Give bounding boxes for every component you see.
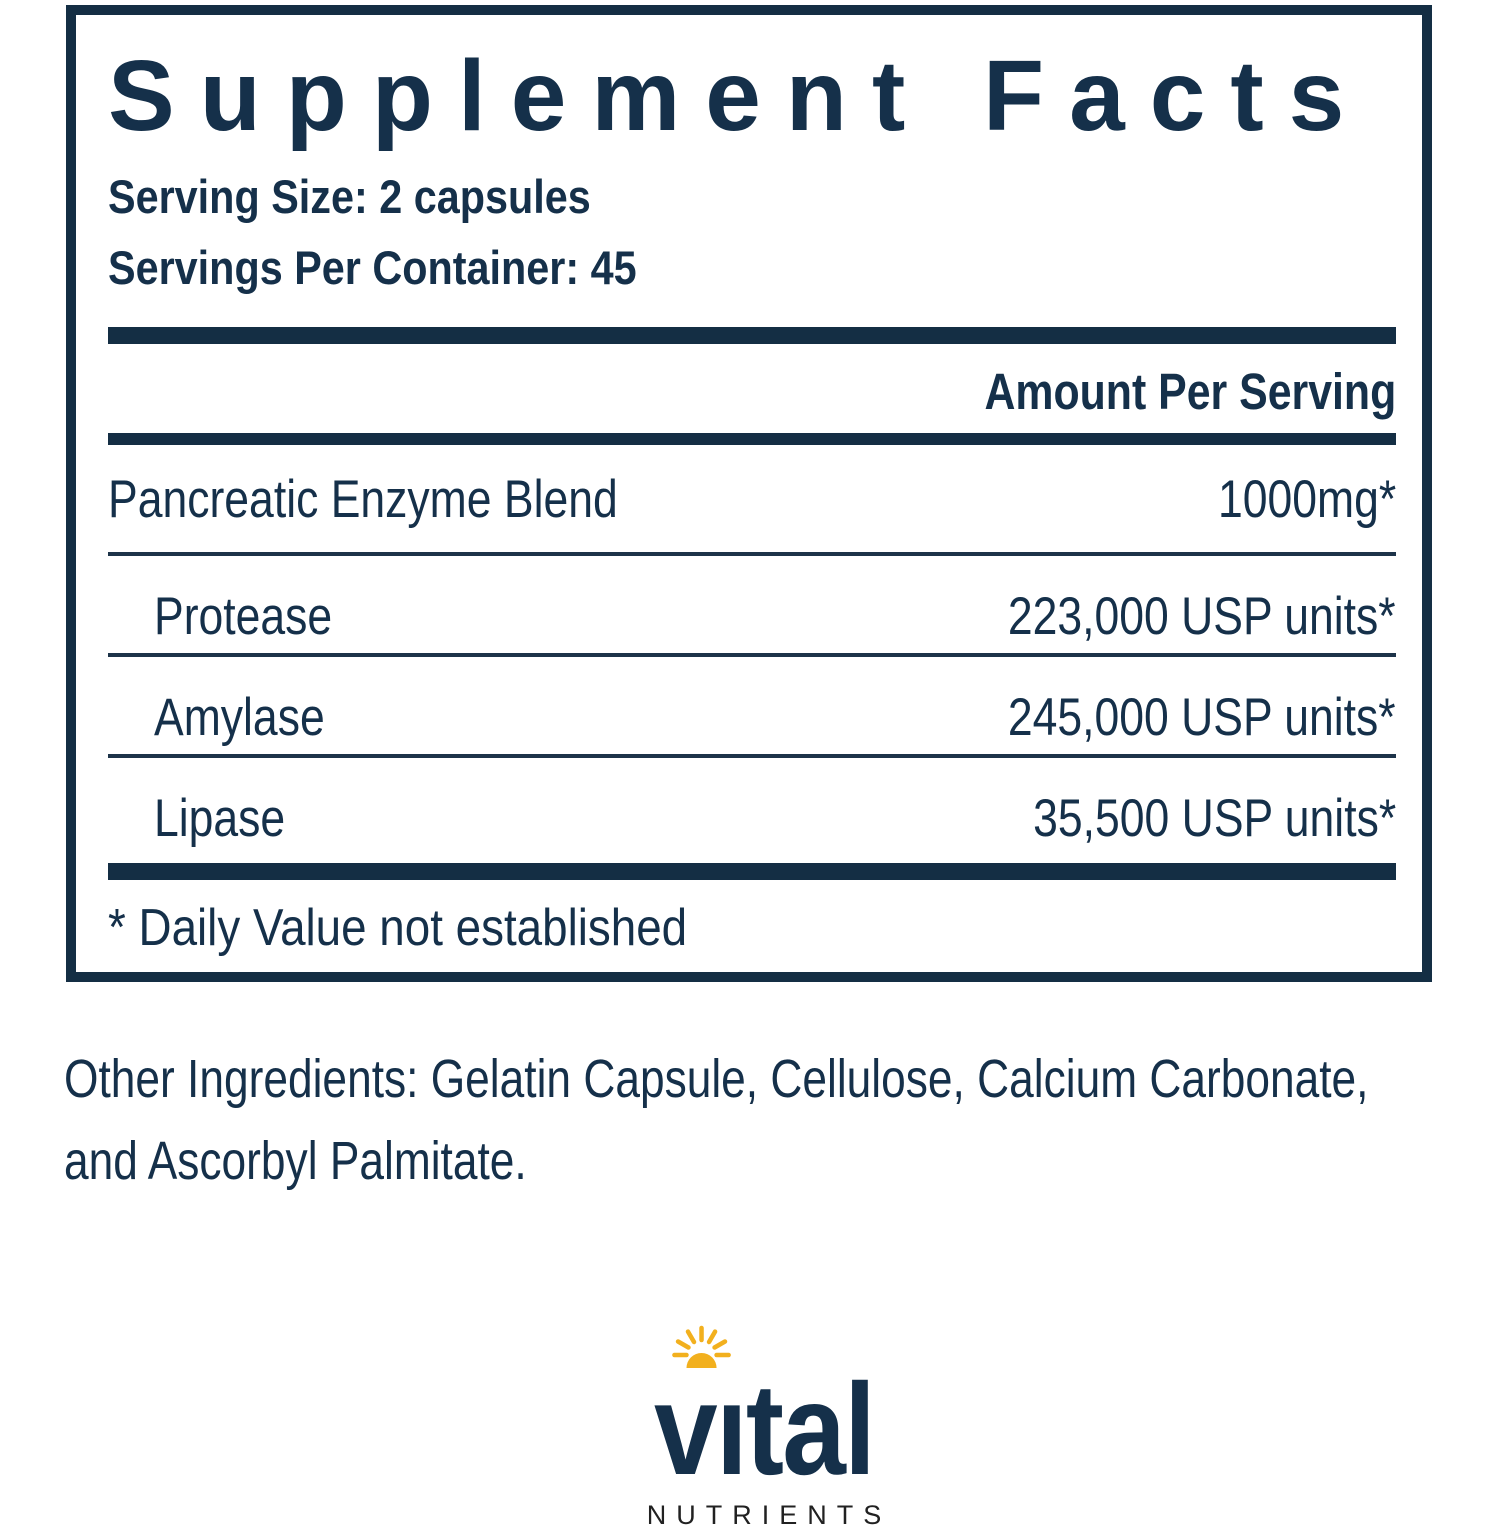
brand-wordmark: vıtal bbox=[654, 1325, 876, 1494]
supplement-label-page: { "panel": { "title": "Supplement Facts"… bbox=[64, 5, 1500, 1530]
table-row: Lipase 35,500 USP units* bbox=[108, 758, 1396, 863]
table-row: Pancreatic Enzyme Blend 1000mg* bbox=[108, 445, 1396, 552]
table-row: Protease 223,000 USP units* bbox=[108, 556, 1396, 653]
other-ingredients-line2: and Ascorbyl Palmitate. bbox=[64, 1131, 527, 1192]
brand-subtext: NUTRIENTS bbox=[646, 1500, 892, 1530]
daily-value-footnote: * Daily Value not established bbox=[108, 899, 688, 957]
row-divider bbox=[108, 653, 1396, 657]
ingredient-name: Protease bbox=[154, 587, 333, 646]
serving-size-line: Serving Size: 2 capsules bbox=[108, 173, 1396, 220]
other-ingredients: Other Ingredients: Gelatin Capsule, Cell… bbox=[64, 1038, 1500, 1202]
servings-per-container-text: Servings Per Container: 45 bbox=[108, 241, 637, 294]
ingredient-amount: 223,000 USP units* bbox=[1008, 587, 1396, 646]
sunrise-icon bbox=[672, 1325, 731, 1368]
servings-per-container-line: Servings Per Container: 45 bbox=[108, 244, 1396, 291]
other-ingredients-line1: Other Ingredients: Gelatin Capsule, Cell… bbox=[64, 1049, 1369, 1109]
ingredient-amount: 1000mg* bbox=[1217, 470, 1396, 529]
medium-divider bbox=[108, 433, 1396, 445]
thick-divider-bottom bbox=[108, 863, 1396, 880]
thick-divider-top bbox=[108, 327, 1396, 344]
supplement-facts-panel: Supplement Facts Serving Size: 2 capsule… bbox=[66, 5, 1432, 982]
ingredient-name: Amylase bbox=[154, 688, 325, 747]
ingredient-amount: 245,000 USP units* bbox=[1008, 688, 1396, 747]
ingredient-table: Pancreatic Enzyme Blend 1000mg* Protease… bbox=[108, 445, 1396, 863]
panel-title: Supplement Facts bbox=[108, 40, 1370, 152]
table-row: Amylase 245,000 USP units* bbox=[108, 657, 1396, 754]
amount-per-serving-header: Amount Per Serving bbox=[984, 363, 1396, 420]
serving-size-text: Serving Size: 2 capsules bbox=[108, 170, 591, 223]
row-divider bbox=[108, 552, 1396, 556]
brand-text: vıtal bbox=[653, 1356, 876, 1502]
ingredient-name: Pancreatic Enzyme Blend bbox=[108, 470, 618, 529]
ingredient-name: Lipase bbox=[154, 789, 286, 848]
row-divider bbox=[108, 754, 1396, 758]
vital-nutrients-logo: vıtal NUTRIENTS bbox=[604, 1325, 924, 1531]
ingredient-amount: 35,500 USP units* bbox=[1032, 789, 1396, 848]
